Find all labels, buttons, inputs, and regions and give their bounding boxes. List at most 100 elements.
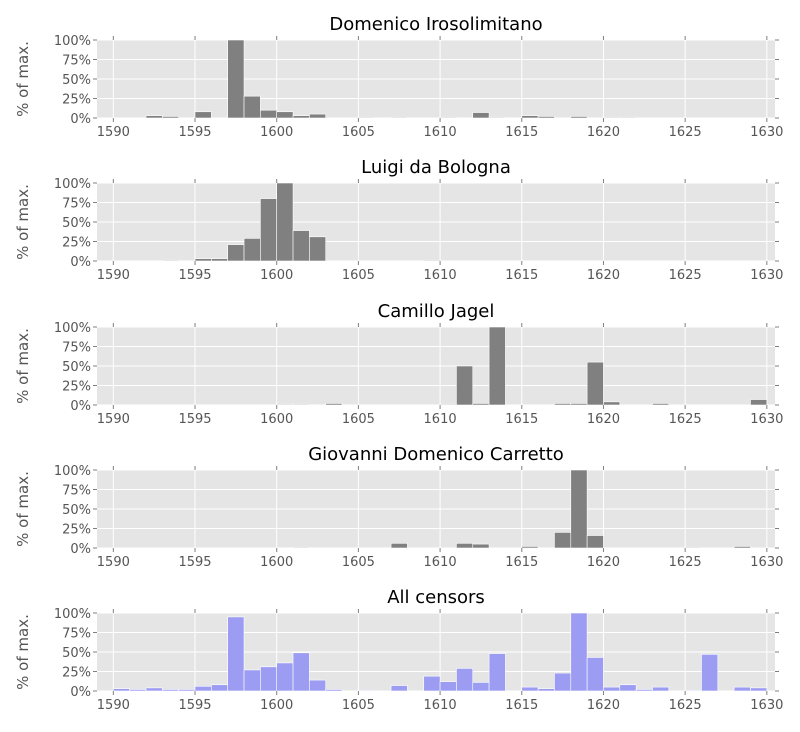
histogram-bar: [162, 689, 179, 692]
y-tick-label: 50%: [62, 503, 91, 518]
y-tick-label: 0%: [70, 255, 91, 270]
chart-title: Domenico Irosolimitano: [329, 14, 542, 35]
x-tick-label: 1615: [505, 125, 538, 140]
y-tick-label: 0%: [70, 399, 91, 414]
x-tick-label: 1600: [260, 125, 293, 140]
y-tick-label: 25%: [62, 666, 91, 681]
y-tick-label: 25%: [62, 93, 91, 108]
histogram-bar: [521, 115, 539, 119]
histogram-bar: [178, 689, 196, 692]
histogram-bar: [472, 112, 490, 119]
x-tick-label: 1615: [505, 412, 538, 427]
histogram-bar: [684, 689, 702, 692]
histogram-bar: [194, 686, 212, 692]
histogram-bar: [652, 686, 670, 692]
x-tick-label: 1610: [424, 125, 457, 140]
x-tick-label: 1610: [424, 555, 457, 570]
histogram-bar: [423, 259, 441, 262]
histogram-bar: [309, 236, 327, 262]
histogram-bar: [309, 113, 327, 119]
histogram-bar: [243, 669, 261, 692]
histogram-bar: [227, 244, 245, 262]
x-tick-label: 1630: [750, 698, 783, 713]
x-tick-label: 1600: [260, 555, 293, 570]
histogram-bar: [390, 685, 408, 692]
x-tick-label: 1605: [342, 125, 375, 140]
y-tick-label: 75%: [62, 341, 91, 356]
chart-panel-1: 1590 1595 1600 1605 1610 1615 1620 1625 1630 0% 25…: [14, 14, 783, 140]
x-tick-label: 1625: [669, 412, 702, 427]
histogram-bar: [488, 326, 506, 406]
x-tick-label: 1615: [505, 268, 538, 283]
y-tick-label: 50%: [62, 73, 91, 88]
chart-title: All censors: [387, 587, 485, 608]
histogram-bar: [619, 684, 637, 692]
histogram-bar: [586, 657, 604, 692]
histogram-bar: [211, 684, 228, 692]
chart-panel-2: 1590 1595 1600 1605 1610 1615 1620 1625 1630 0% 25…: [14, 157, 783, 283]
y-tick-label: 25%: [62, 380, 91, 395]
chart-title: Giovanni Domenico Carretto: [308, 444, 564, 465]
histogram-bar: [456, 668, 474, 692]
x-tick-label: 1610: [424, 698, 457, 713]
histogram-bar: [276, 182, 294, 262]
histogram-bar: [554, 532, 572, 549]
histogram-bar: [276, 111, 294, 119]
histogram-bar: [423, 675, 441, 692]
chart-title: Camillo Jagel: [378, 301, 495, 322]
histogram-bar: [750, 399, 768, 406]
x-tick-label: 1630: [750, 125, 783, 140]
x-tick-label: 1620: [587, 698, 620, 713]
y-axis-label: % of max.: [14, 41, 32, 117]
histogram-bar: [162, 259, 179, 262]
x-tick-label: 1620: [587, 412, 620, 427]
histogram-bar: [162, 116, 179, 119]
histogram-bar: [603, 686, 621, 692]
histogram-bar: [603, 401, 621, 406]
histogram-bar: [194, 111, 212, 119]
histogram-bar: [292, 230, 310, 262]
histogram-bar: [260, 666, 278, 692]
y-tick-label: 75%: [62, 627, 91, 642]
histogram-bar: [276, 403, 294, 406]
x-tick-label: 1605: [342, 555, 375, 570]
histogram-bar: [325, 689, 343, 692]
x-tick-label: 1605: [342, 412, 375, 427]
histogram-bar: [537, 116, 555, 119]
histogram-bar: [113, 688, 130, 692]
histogram-bar: [733, 686, 751, 692]
y-axis-label: % of max.: [14, 184, 32, 260]
x-tick-label: 1625: [669, 125, 702, 140]
histogram-bar: [292, 403, 310, 406]
histogram-bar: [750, 687, 768, 692]
histogram-bar: [243, 238, 261, 262]
histogram-bar: [227, 39, 245, 119]
histogram-bar: [276, 662, 294, 692]
x-tick-label: 1590: [97, 268, 130, 283]
x-tick-label: 1595: [178, 555, 211, 570]
histogram-bar: [652, 403, 670, 406]
y-axis-label: % of max.: [14, 328, 32, 404]
y-tick-label: 50%: [62, 646, 91, 661]
y-tick-label: 50%: [62, 216, 91, 231]
y-tick-label: 100%: [54, 464, 91, 479]
histogram-bar: [684, 546, 702, 549]
x-tick-label: 1595: [178, 412, 211, 427]
histogram-bar: [260, 198, 278, 262]
histogram-bar: [570, 469, 588, 549]
x-tick-label: 1630: [750, 268, 783, 283]
x-tick-label: 1590: [97, 412, 130, 427]
x-tick-label: 1595: [178, 268, 211, 283]
histogram-bar: [439, 681, 457, 692]
y-tick-label: 100%: [54, 177, 91, 192]
histogram-bar: [292, 115, 310, 119]
y-axis-label: % of max.: [14, 614, 32, 690]
x-tick-label: 1610: [424, 412, 457, 427]
histogram-bar: [456, 543, 474, 549]
histogram-bar: [145, 115, 163, 119]
x-tick-label: 1590: [97, 555, 130, 570]
histogram-bar: [554, 403, 572, 406]
histogram-bar: [145, 687, 163, 692]
y-tick-label: 100%: [54, 321, 91, 336]
